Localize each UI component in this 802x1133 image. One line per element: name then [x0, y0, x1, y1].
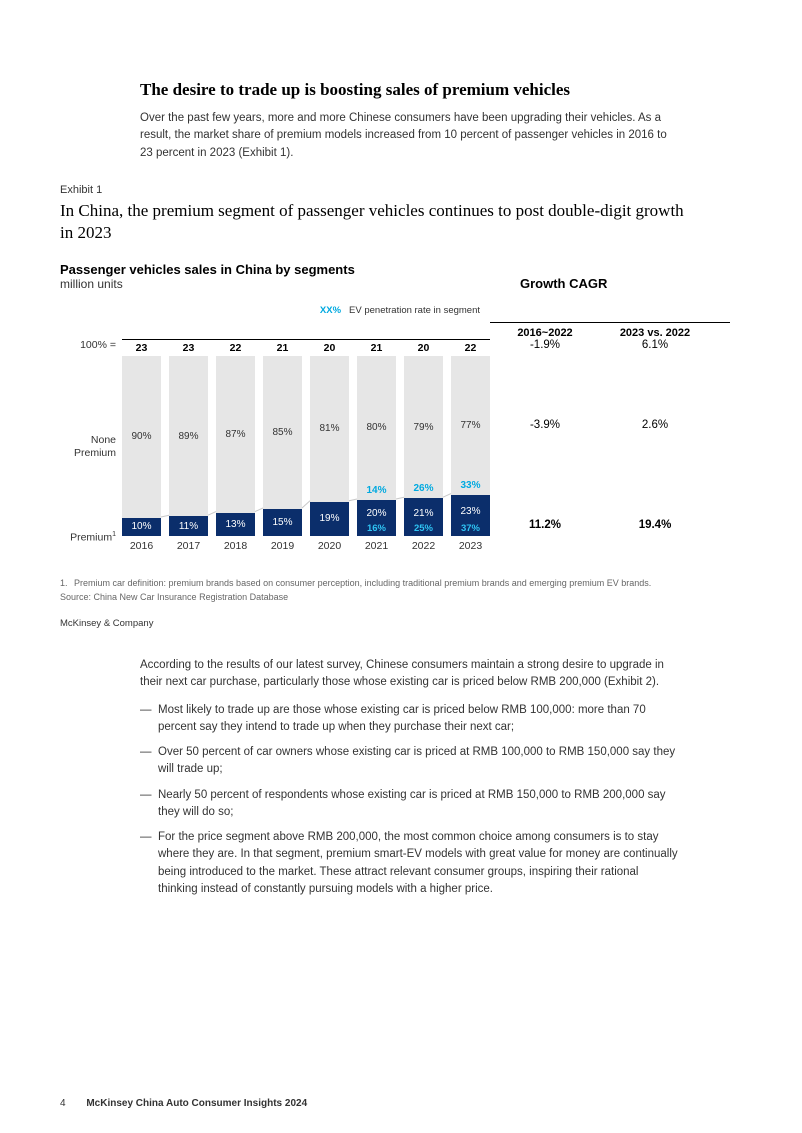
- ev-rate-pr: 16%: [367, 523, 386, 534]
- ev-rate-np: 14%: [366, 485, 386, 496]
- page-number: 4: [60, 1098, 66, 1109]
- bullet-item: —For the price segment above RMB 200,000…: [140, 829, 680, 898]
- chart-container: Passenger vehicles sales in China by seg…: [60, 262, 740, 555]
- segment-premium: 11%: [169, 516, 208, 536]
- body-paragraph: According to the results of our latest s…: [140, 657, 680, 692]
- exhibit-label: Exhibit 1: [60, 184, 742, 196]
- legend-xx: XX%: [320, 305, 341, 316]
- bar-year: 2019: [271, 540, 294, 552]
- chart-unit: million units: [60, 277, 355, 291]
- bar-col: 2185%15% 2019: [263, 342, 302, 552]
- footer-title: McKinsey China Auto Consumer Insights 20…: [86, 1098, 307, 1109]
- ev-rate-np: 33%: [460, 480, 480, 491]
- section-title: The desire to trade up is boosting sales…: [140, 80, 742, 100]
- ev-rate-pr: 37%: [461, 523, 480, 534]
- segment-premium: 20%16%: [357, 500, 396, 536]
- cagr-values: -1.9% -3.9% 11.2% 6.1% 2.6% 19.4%: [490, 339, 730, 553]
- brand: McKinsey & Company: [60, 618, 742, 629]
- intro-paragraph: Over the past few years, more and more C…: [140, 110, 680, 162]
- bars: 2390%10%20162389%11%20172287%13%20182185…: [122, 339, 490, 552]
- cagr-col1-header: 2016~2022: [490, 327, 600, 339]
- cagr-title: Growth CAGR: [520, 276, 740, 291]
- segment-premium: 23%37%: [451, 495, 490, 536]
- page-footer: 4 McKinsey China Auto Consumer Insights …: [60, 1098, 307, 1109]
- ev-rate-pr: 25%: [414, 523, 433, 534]
- source: Source: China New Car Insurance Registra…: [60, 592, 742, 602]
- bar-col: 2390%10% 2016: [122, 342, 161, 552]
- bar-col: 2287%13% 2018: [216, 342, 255, 552]
- segment-none-premium: 87%: [216, 356, 255, 513]
- cagr-total-c2: 6.1%: [600, 339, 710, 351]
- segment-premium: 15%: [263, 509, 302, 536]
- bullet-item: —Most likely to trade up are those whose…: [140, 702, 680, 737]
- chart-title: Passenger vehicles sales in China by seg…: [60, 262, 355, 277]
- segment-none-premium: 89%: [169, 356, 208, 516]
- none-premium-label: NonePremium: [74, 434, 116, 459]
- bar-total: 22: [465, 342, 477, 356]
- bullet-list: —Most likely to trade up are those whose…: [140, 702, 680, 899]
- segment-none-premium: 90%: [122, 356, 161, 518]
- ev-rate-np: 26%: [413, 483, 433, 494]
- chart-legend: XX% EV penetration rate in segment: [60, 291, 490, 322]
- segment-none-premium: 77%33%: [451, 356, 490, 495]
- row-labels: 100% = NonePremium Premium1: [60, 339, 122, 555]
- cagr-col2-header: 2023 vs. 2022: [600, 327, 710, 339]
- segment-none-premium: 80%14%: [357, 356, 396, 500]
- bar-year: 2020: [318, 540, 341, 552]
- segment-none-premium: 79%26%: [404, 356, 443, 498]
- legend-text: EV penetration rate in segment: [349, 305, 480, 316]
- bar-total: 20: [418, 342, 430, 356]
- footnote: 1.Premium car definition: premium brands…: [60, 577, 700, 589]
- bar-year: 2022: [412, 540, 435, 552]
- exhibit-title: In China, the premium segment of passeng…: [60, 200, 700, 244]
- bullet-item: —Over 50 percent of car owners whose exi…: [140, 744, 680, 779]
- bar-total: 23: [136, 342, 148, 356]
- segment-none-premium: 81%: [310, 356, 349, 502]
- bar-year: 2018: [224, 540, 247, 552]
- segment-none-premium: 85%: [263, 356, 302, 509]
- bar-year: 2016: [130, 540, 153, 552]
- bar-col: 2180%14%20%16% 2021: [357, 342, 396, 552]
- cagr-np-c2: 2.6%: [600, 419, 710, 431]
- cagr-pr-c1: 11.2%: [490, 519, 600, 531]
- cagr-total-c1: -1.9%: [490, 339, 600, 351]
- cagr-pr-c2: 19.4%: [600, 519, 710, 531]
- total-label: 100% =: [80, 339, 116, 351]
- bar-year: 2017: [177, 540, 200, 552]
- bar-year: 2021: [365, 540, 388, 552]
- segment-premium: 21%25%: [404, 498, 443, 536]
- bar-total: 21: [371, 342, 383, 356]
- segment-premium: 19%: [310, 502, 349, 536]
- bar-col: 2389%11% 2017: [169, 342, 208, 552]
- bar-total: 21: [277, 342, 289, 356]
- bar-total: 23: [183, 342, 195, 356]
- bar-total: 20: [324, 342, 336, 356]
- bullet-item: —Nearly 50 percent of respondents whose …: [140, 787, 680, 822]
- premium-label: Premium1: [70, 531, 116, 544]
- bar-col: 2081%19% 2020: [310, 342, 349, 552]
- bar-year: 2023: [459, 540, 482, 552]
- bar-col: 2079%26%21%25% 2022: [404, 342, 443, 552]
- segment-premium: 10%: [122, 518, 161, 536]
- cagr-np-c1: -3.9%: [490, 419, 600, 431]
- bar-col: 2277%33%23%37% 2023: [451, 342, 490, 552]
- bar-total: 22: [230, 342, 242, 356]
- segment-premium: 13%: [216, 513, 255, 536]
